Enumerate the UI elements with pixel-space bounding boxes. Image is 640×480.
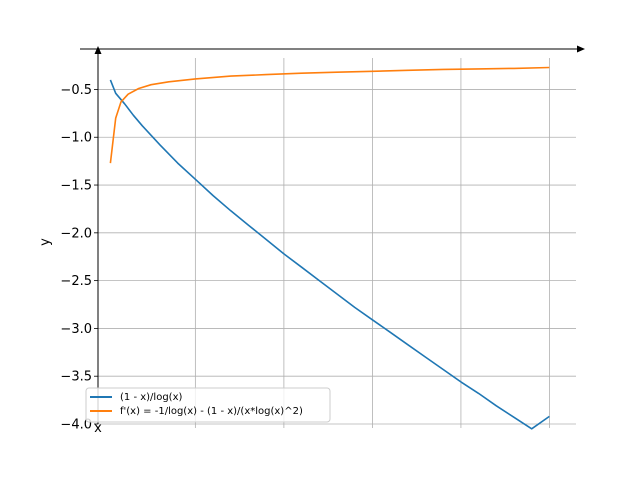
y-tick-label: −4.0	[60, 418, 92, 433]
y-tick-label: −2.5	[60, 274, 92, 289]
y-axis-arrow	[94, 46, 102, 54]
series-line-1	[109, 66, 550, 164]
x-gridlines	[194, 58, 550, 428]
x-axis-arrow	[577, 45, 585, 53]
y-tick-label: −1.0	[60, 131, 92, 146]
y-tick-label: −3.5	[60, 370, 92, 385]
legend-box	[85, 387, 331, 423]
legend-label: (1 - x)/log(x)	[120, 392, 182, 403]
y-axis-label: y	[38, 238, 53, 246]
y-tick-label: −0.5	[60, 83, 92, 98]
y-ticks: −4.0 −3.5 −3.0 −2.5 −2.0 −1.5 −1.0 −0.5	[60, 83, 98, 433]
series-group	[109, 66, 550, 430]
y-tick-label: −1.5	[60, 179, 92, 194]
legend: (1 - x)/log(x) f'(x) = -1/log(x) - (1 - …	[85, 387, 331, 423]
y-tick-label: −3.0	[60, 322, 92, 337]
legend-label: f'(x) = -1/log(x) - (1 - x)/(x*log(x)^2)	[120, 406, 303, 417]
y-tick-label: −2.0	[60, 226, 92, 241]
series-line-0	[109, 79, 550, 430]
x-axis-label: x	[94, 421, 102, 436]
y-gridlines	[98, 89, 576, 425]
